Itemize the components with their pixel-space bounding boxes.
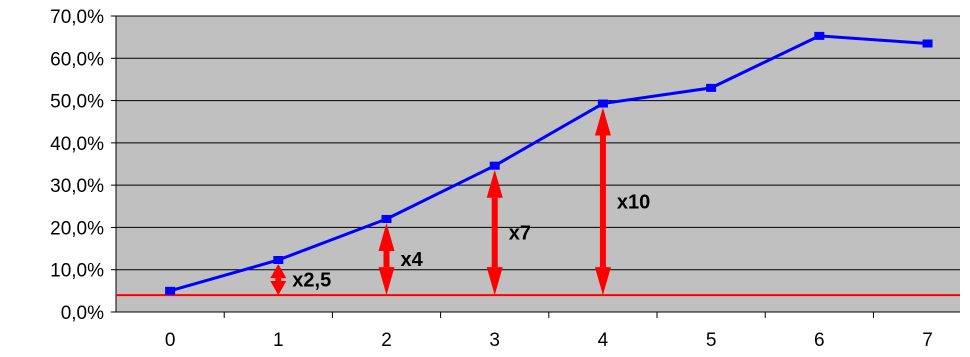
annotation-arrow-head-down bbox=[270, 280, 287, 296]
data-point bbox=[165, 286, 176, 295]
x-tick-label: 4 bbox=[598, 330, 609, 351]
annotation-arrow-head-down bbox=[378, 267, 395, 296]
data-point bbox=[922, 39, 933, 48]
annotation-arrow-head-down bbox=[486, 267, 503, 296]
x-tick-label: 2 bbox=[381, 330, 392, 351]
y-tick-label: 10,0% bbox=[50, 261, 104, 282]
y-tick-label: 60,0% bbox=[50, 49, 104, 70]
x-tick-label: 1 bbox=[273, 330, 284, 351]
x-tick-label: 7 bbox=[922, 330, 933, 351]
y-tick-label: 50,0% bbox=[50, 92, 104, 113]
y-tick-label: 30,0% bbox=[50, 176, 104, 197]
x-tick-label: 3 bbox=[489, 330, 500, 351]
annotation-label: x2,5 bbox=[292, 270, 331, 292]
annotation-label: x10 bbox=[617, 191, 650, 213]
x-tick-label: 0 bbox=[165, 330, 176, 351]
data-point bbox=[597, 99, 608, 108]
plot-area bbox=[116, 16, 960, 312]
data-point bbox=[814, 31, 825, 40]
data-point bbox=[273, 255, 284, 264]
y-tick-label: 70,0% bbox=[50, 7, 104, 28]
annotation-label: x4 bbox=[401, 249, 424, 271]
y-tick-label: 40,0% bbox=[50, 134, 104, 155]
data-point bbox=[381, 214, 392, 223]
data-point bbox=[706, 83, 717, 92]
x-tick-label: 5 bbox=[706, 330, 717, 351]
annotation-label: x7 bbox=[509, 222, 531, 244]
x-tick-label: 6 bbox=[814, 330, 825, 351]
y-tick-label: 20,0% bbox=[50, 218, 104, 239]
annotation-arrow-head-up bbox=[594, 107, 611, 136]
data-point bbox=[489, 161, 500, 170]
series-line bbox=[169, 34, 928, 293]
annotation-arrow-head-up bbox=[270, 263, 287, 279]
annotation-arrow-head-up bbox=[486, 169, 503, 198]
annotation-arrow-head-up bbox=[378, 222, 395, 251]
annotation-arrow-head-down bbox=[594, 267, 611, 296]
y-tick-label: 0,0% bbox=[61, 303, 104, 324]
